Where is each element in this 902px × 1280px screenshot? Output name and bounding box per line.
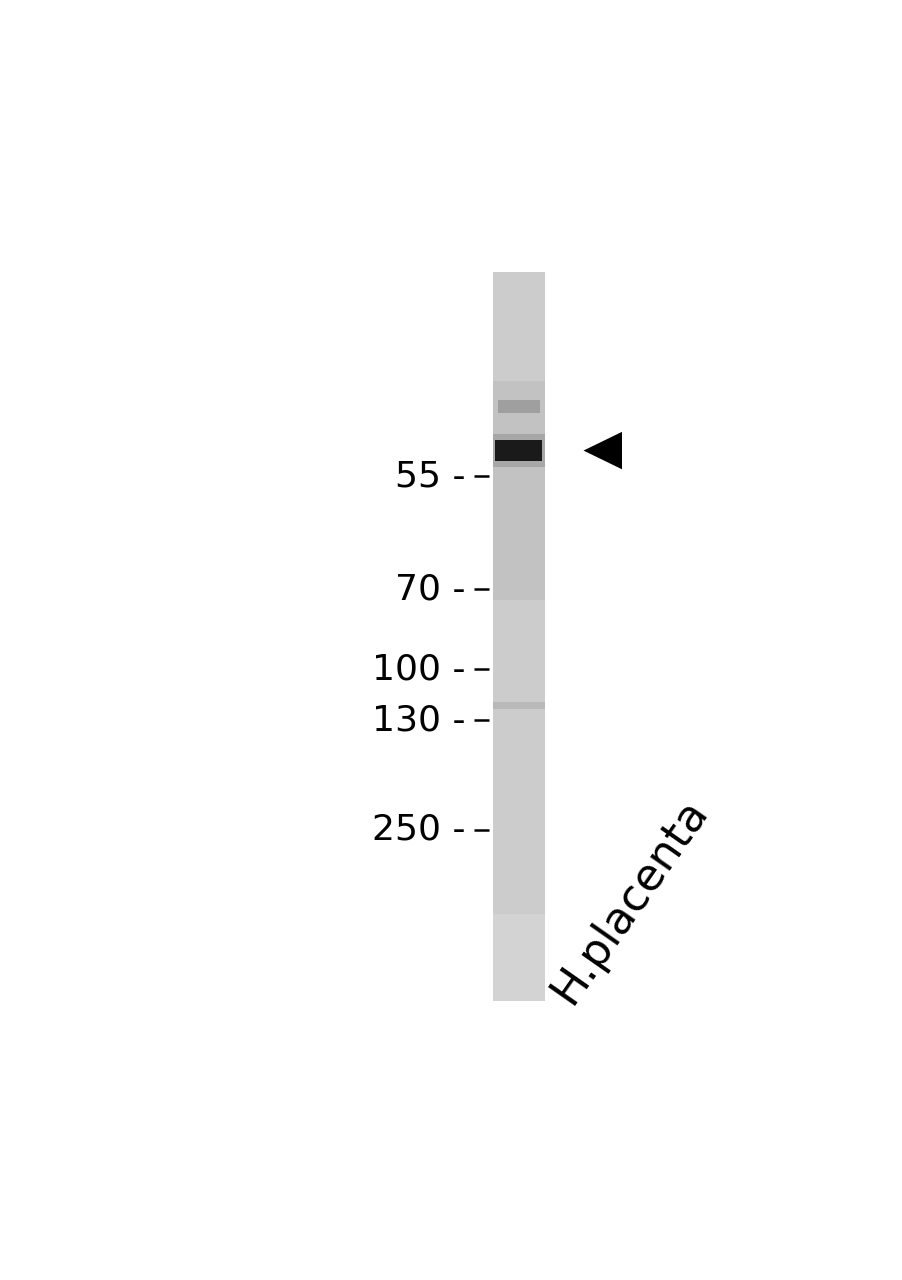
Bar: [497, 401, 539, 413]
Bar: [492, 381, 545, 600]
Text: 250 -: 250 -: [372, 813, 465, 847]
Bar: [492, 914, 545, 1001]
Text: 100 -: 100 -: [372, 653, 465, 686]
Bar: [492, 434, 545, 467]
Polygon shape: [583, 431, 621, 470]
Bar: [492, 703, 545, 709]
Text: H.placenta: H.placenta: [543, 790, 715, 1011]
Text: 70 -: 70 -: [394, 572, 465, 607]
Bar: [492, 271, 545, 1001]
Bar: [494, 440, 542, 461]
Text: 55 -: 55 -: [394, 460, 465, 493]
Text: 130 -: 130 -: [372, 704, 465, 737]
